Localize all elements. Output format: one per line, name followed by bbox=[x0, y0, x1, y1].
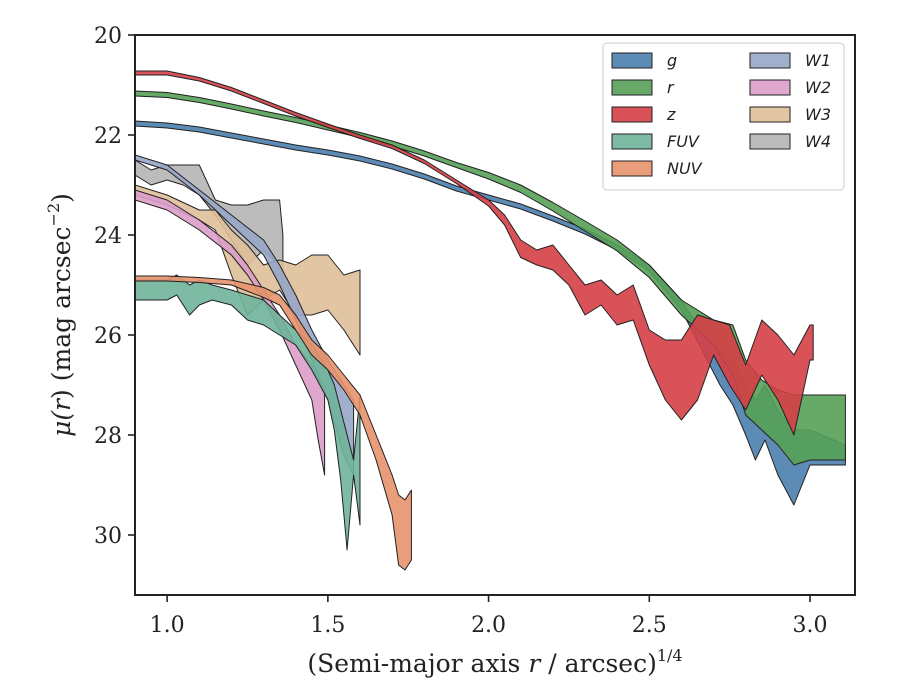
x-tick-label: 3.0 bbox=[793, 613, 828, 638]
legend-swatch-r bbox=[611, 79, 653, 96]
y-axis-title: μ(r) (mag arcsec−2) bbox=[44, 193, 76, 437]
band-nuv bbox=[135, 275, 412, 571]
y-tick-label: 24 bbox=[94, 224, 122, 249]
y-tick-label: 22 bbox=[94, 124, 122, 149]
legend-label-z: z bbox=[666, 105, 676, 124]
y-tick-label: 28 bbox=[94, 424, 122, 449]
legend-label-w4: W4 bbox=[805, 132, 831, 151]
legend-swatch-nuv bbox=[611, 160, 653, 177]
band-z bbox=[135, 70, 814, 436]
legend-label-fuv: FUV bbox=[667, 132, 700, 151]
legend-label-w1: W1 bbox=[805, 51, 831, 70]
band-fuv bbox=[135, 274, 361, 551]
legend-swatch-fuv bbox=[611, 133, 653, 150]
y-tick-label: 20 bbox=[94, 24, 122, 49]
legend-label-w2: W2 bbox=[805, 78, 831, 97]
legend-swatch-g bbox=[611, 52, 653, 69]
legend: grz FUV NUV W1 W2 W3 W4 bbox=[602, 42, 845, 191]
legend-label-g: g bbox=[667, 51, 677, 70]
y-tick-label: 30 bbox=[94, 524, 122, 549]
x-tick-label: 2.0 bbox=[471, 613, 506, 638]
y-tick-label: 26 bbox=[94, 324, 122, 349]
legend-label-w3: W3 bbox=[805, 105, 831, 124]
x-tick-label: 1.5 bbox=[310, 613, 345, 638]
x-tick-label: 1.0 bbox=[150, 613, 185, 638]
legend-swatch-w4 bbox=[749, 133, 791, 150]
legend-swatch-w1 bbox=[749, 52, 791, 69]
plot-frame bbox=[134, 34, 856, 596]
x-axis-title: (Semi-major axis r / arcsec)1/4 bbox=[307, 646, 682, 678]
legend-swatch-w2 bbox=[749, 79, 791, 96]
band-g bbox=[135, 120, 846, 506]
bands-layer bbox=[135, 70, 846, 571]
legend-swatch-z bbox=[611, 106, 653, 123]
x-tick-label: 2.5 bbox=[632, 613, 667, 638]
legend-swatch-w3 bbox=[749, 106, 791, 123]
legend-label-nuv: NUV bbox=[667, 159, 703, 178]
legend-label-r: r bbox=[667, 78, 675, 97]
ticks-layer: 1.0 1.5 2.0 2.5 3.0 20 22 24 26 28 30 bbox=[94, 24, 828, 638]
